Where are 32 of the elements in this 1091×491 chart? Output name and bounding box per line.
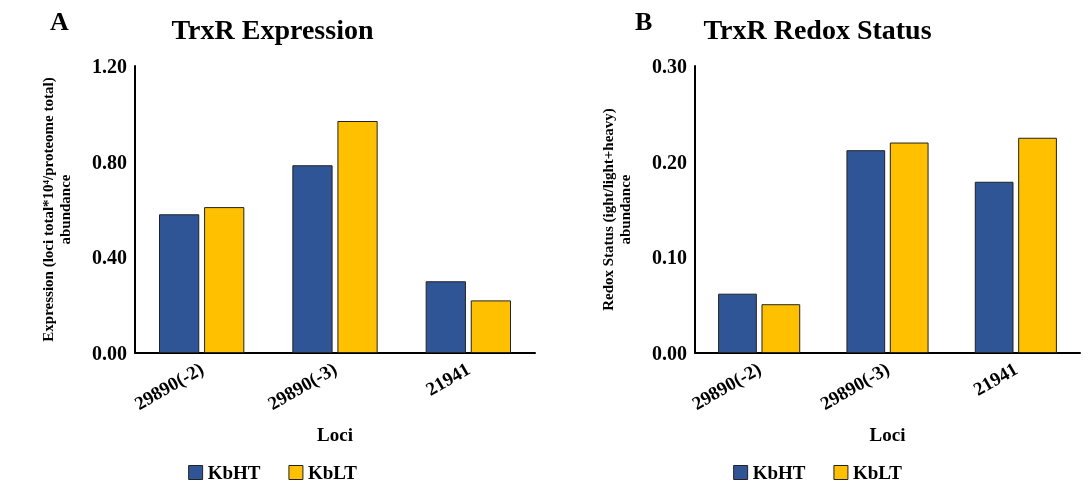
bar [761, 304, 801, 353]
y-tick-label: 0.30 [652, 55, 687, 77]
x-axis-title: Loci [869, 424, 906, 445]
y-tick-label: 0.00 [92, 342, 127, 364]
y-tick-label: 0.20 [652, 150, 687, 173]
chart-title: TrxR Expression [171, 13, 374, 45]
y-tick-label: 0.00 [652, 342, 687, 364]
bar [204, 207, 245, 353]
y-tick-label: 0.80 [92, 150, 127, 173]
bar [974, 181, 1014, 353]
bar [718, 293, 757, 353]
y-tick-label: 1.20 [92, 55, 127, 77]
chart-title: TrxR Redox Status [703, 13, 932, 45]
legend-label: KbHT [752, 462, 806, 483]
y-axis-title: Redox Status (ight/light+heavy) abundance [599, 108, 633, 311]
legend-label: KbLT [307, 462, 358, 483]
y-axis-title: Expression (loci total*10⁴/proteome total) abundance [39, 77, 73, 342]
bar [425, 281, 466, 353]
bar [889, 142, 929, 353]
bar [470, 300, 511, 353]
text: A [50, 6, 69, 36]
legend-label: KbHT [207, 462, 261, 483]
bar [159, 214, 200, 353]
y-tick-label: 0.40 [92, 246, 127, 269]
bar [292, 165, 333, 353]
legend-label: KbLT [852, 462, 903, 483]
bar [846, 150, 886, 353]
y-tick-label: 0.10 [652, 246, 687, 269]
text: B [635, 6, 653, 36]
x-axis-title: Loci [317, 424, 353, 445]
bar [337, 121, 378, 353]
bar [1018, 137, 1057, 353]
